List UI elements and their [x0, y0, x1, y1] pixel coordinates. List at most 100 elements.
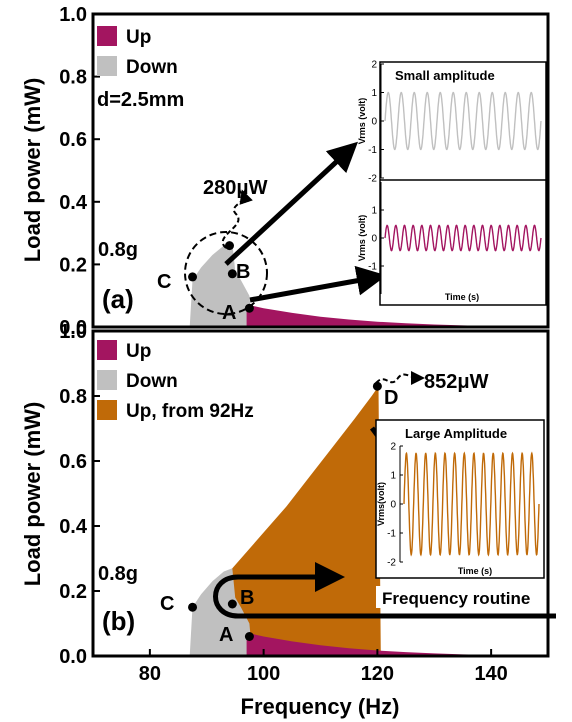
point-label-c-a: C: [157, 271, 171, 293]
inset-y-tick-label: 0: [390, 500, 396, 511]
peak-power-label-b: 852μW: [424, 371, 489, 393]
inset-y-tick-label: -1: [368, 262, 377, 273]
x-tick-label: 120: [361, 663, 394, 685]
panel-label-b: (b): [102, 606, 135, 636]
inset-waveform: [384, 91, 542, 151]
inset-b-title: Large Amplitude: [405, 426, 507, 441]
legend-label-down-b: Down: [126, 371, 178, 392]
point-marker-d: [372, 381, 382, 391]
legend-label-up92: Up, from 92Hz: [126, 401, 254, 422]
point-label-d: D: [384, 387, 398, 409]
point-label-b-b: B: [240, 587, 254, 609]
peak-power-dashed-arrow-b: [375, 370, 425, 385]
frequency-routine-label: Frequency routine: [382, 589, 530, 608]
y-tick-label: 0.8: [59, 67, 87, 89]
point-label-c-b: C: [160, 593, 174, 615]
inset-y-tick-label: -1: [368, 145, 377, 156]
inset-a-title: Small amplitude: [395, 68, 495, 83]
inset-y-tick-label: 2: [371, 60, 377, 71]
hysteresis-dashed-circle: [184, 231, 268, 315]
inset-y-tick-label: 1: [371, 88, 377, 99]
panel-b-x-ticks: 80 100 120 140: [139, 649, 508, 685]
point-marker-c: [188, 602, 198, 612]
inset-y-tick-label: -1: [387, 529, 396, 540]
series-up-area-0: [246, 305, 548, 327]
legend-label-down: Down: [126, 57, 178, 78]
inset-y-tick-label: -2: [387, 558, 396, 569]
legend-swatch-down-b: [97, 370, 117, 390]
point-marker-peak: [225, 241, 234, 251]
point-marker-b: [227, 599, 237, 609]
inset-y-tick-label: -2: [368, 174, 377, 185]
acceleration-label-a: 0.8g: [98, 239, 138, 261]
acceleration-label-b: 0.8g: [98, 563, 138, 585]
panel-b-frame: [91, 329, 550, 658]
inset-ylabel: Vrms (volt): [357, 215, 367, 262]
panel-a: 0.00.20.40.60.81.0 Up Down d=2.5mm 0.8g …: [59, 4, 550, 339]
inset-y-tick-label: 0: [371, 234, 377, 245]
legend-swatch-up92: [97, 400, 117, 420]
x-tick-label: 80: [139, 663, 161, 685]
y-tick-label: 0.2: [59, 581, 87, 603]
legend-label-up-b: Up: [126, 341, 151, 362]
arrow-to-small-amplitude-inset: [224, 141, 359, 266]
panel-a-plot-area: [189, 242, 548, 327]
point-marker-a: [244, 632, 254, 641]
inset-y-tick-label: 2: [390, 442, 396, 453]
arrow-to-up-inset: [249, 265, 387, 303]
y-tick-label: 1.0: [59, 4, 87, 26]
inset-ylabel: Vrms (volt): [357, 98, 367, 145]
x-axis-label: Frequency (Hz): [241, 694, 400, 719]
inset-a-frame: [379, 61, 547, 306]
frequency-routine-path: [213, 574, 556, 619]
y-axis-label-a: Load power (mW): [20, 78, 45, 263]
legend-label-up: Up: [126, 27, 151, 48]
legend-swatch-down: [97, 56, 117, 76]
series-down-area-0: [189, 242, 253, 327]
inset-y-tick-label: 1: [371, 206, 377, 217]
inset-a-top-plot: 2 1 0 -1 -2 Vrms (volt): [357, 60, 542, 185]
y-tick-label: 0.6: [59, 129, 87, 151]
y-tick-label: 0.2: [59, 254, 87, 276]
y-tick-label: 0.4: [59, 516, 88, 538]
frequency-routine-label-bg: [376, 586, 544, 608]
panel-a-points: [188, 241, 254, 313]
point-marker-b: [227, 269, 237, 279]
inset-a: Small amplitude 2 1 0 -1 -2 Vrms (volt) 1 0 -1V…: [357, 60, 547, 306]
y-tick-label: 0.0: [59, 646, 87, 668]
legend-swatch-up-b: [97, 340, 117, 360]
inset-b-xlabel: Time (s): [458, 566, 492, 576]
distance-label: d=2.5mm: [97, 89, 184, 111]
point-marker-a: [244, 303, 254, 313]
point-label-a-a: A: [222, 302, 236, 324]
panel-a-y-ticks: 0.0 0.2 0.4 0.6 0.8 1.0: [59, 4, 100, 339]
legend-swatch-up: [97, 26, 117, 46]
point-label-a-b: A: [219, 624, 233, 646]
inset-b: Large Amplitude 2 1 0 -1 -2 Vrms(volt) Time (…: [375, 419, 545, 579]
panel-b-y-ticks: 0.0 0.2 0.4 0.6 0.8 1.0: [59, 321, 100, 668]
y-tick-label: 0.8: [59, 386, 87, 408]
panel-label-a: (a): [102, 284, 134, 314]
y-tick-label: 1.0: [59, 321, 87, 343]
panel-b: 0.00.20.40.60.81.0 80 100 120 140 Up Down U…: [59, 321, 556, 685]
x-tick-label: 140: [474, 663, 507, 685]
inset-y-tick-label: 1: [390, 471, 396, 482]
y-tick-label: 0.6: [59, 451, 87, 473]
peak-power-dashed-arrow-a: [221, 189, 253, 249]
inset-waveform: [384, 224, 542, 252]
panel-a-frame: [91, 12, 550, 329]
point-label-b-a: B: [236, 261, 250, 283]
inset-ylabel: Vrms(volt): [376, 482, 386, 526]
peak-power-label-a: 280μW: [203, 177, 268, 199]
inset-b-plot: 2 1 0 -1 -2 Vrms(volt): [376, 442, 540, 569]
point-marker-c: [188, 272, 198, 282]
panel-b-points: [188, 381, 382, 641]
inset-a-xlabel: Time (s): [445, 292, 479, 302]
x-tick-label: 100: [247, 663, 280, 685]
series-up-area-1: [246, 633, 548, 656]
y-tick-label: 0.4: [59, 192, 88, 214]
inset-waveform: [403, 451, 540, 557]
y-axis-label-b: Load power (mW): [20, 402, 45, 587]
